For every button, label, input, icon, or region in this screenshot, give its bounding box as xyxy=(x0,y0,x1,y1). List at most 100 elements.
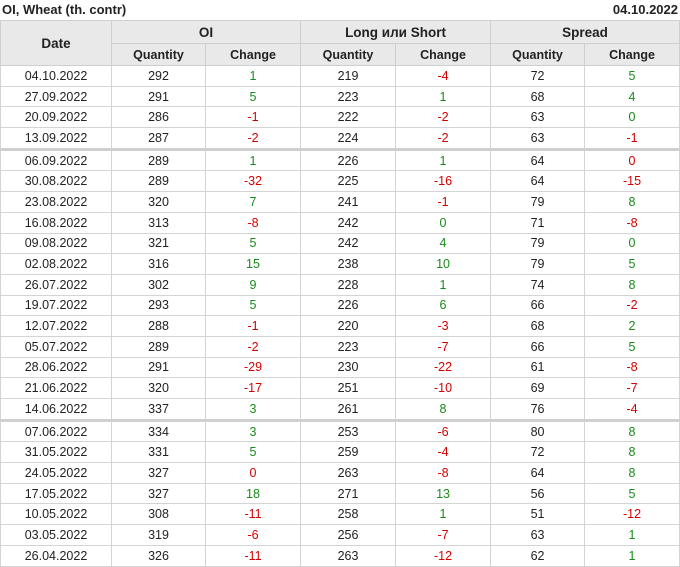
table-row: 31.05.2022 331 5 259 -4 72 8 xyxy=(0,441,680,464)
oi-quantity-cell: 327 xyxy=(111,482,206,505)
table-row: 17.05.2022 327 18 271 13 56 5 xyxy=(0,482,680,505)
oi-change-cell: -32 xyxy=(204,170,302,193)
ls-quantity-cell: 253 xyxy=(300,418,397,443)
oi-quantity-cell: 316 xyxy=(111,253,206,275)
table-row: 19.07.2022 293 5 226 6 66 -2 xyxy=(0,294,680,317)
header-ls-quantity: Quantity xyxy=(300,43,397,66)
date-cell: 24.05.2022 xyxy=(0,462,112,484)
date-cell: 30.08.2022 xyxy=(0,170,112,193)
table-row: 13.09.2022 287 -2 224 -2 63 -1 xyxy=(0,127,680,150)
table-row: 06.09.2022 289 1 226 1 64 0 xyxy=(0,147,680,172)
ls-quantity-cell: 228 xyxy=(300,273,397,296)
ls-quantity-cell: 226 xyxy=(300,147,397,172)
spread-change-cell: 8 xyxy=(584,462,680,484)
table-row: 24.05.2022 327 0 263 -8 64 8 xyxy=(0,462,680,484)
oi-change-cell: 5 xyxy=(204,85,302,108)
spread-quantity-cell: 64 xyxy=(490,170,586,193)
ls-quantity-cell: 256 xyxy=(300,524,397,546)
oi-change-cell: -8 xyxy=(204,211,302,234)
ls-quantity-cell: 238 xyxy=(300,253,397,275)
ls-quantity-cell: 225 xyxy=(300,170,397,193)
oi-quantity-cell: 286 xyxy=(111,106,206,129)
ls-change-cell: -8 xyxy=(395,462,492,484)
date-cell: 26.07.2022 xyxy=(0,273,112,296)
oi-change-cell: -11 xyxy=(204,544,302,567)
oi-change-cell: -17 xyxy=(204,377,302,399)
table-row: 23.08.2022 320 7 241 -1 79 8 xyxy=(0,191,680,213)
spread-quantity-cell: 79 xyxy=(490,191,586,213)
spread-quantity-cell: 74 xyxy=(490,273,586,296)
oi-change-cell: 5 xyxy=(204,441,302,464)
title-bar: OI, Wheat (th. contr) 04.10.2022 xyxy=(0,0,680,20)
oi-quantity-cell: 289 xyxy=(111,147,206,172)
spread-change-cell: -8 xyxy=(584,356,680,379)
date-cell: 03.05.2022 xyxy=(0,524,112,546)
spread-change-cell: 5 xyxy=(584,335,680,358)
oi-change-cell: 18 xyxy=(204,482,302,505)
oi-quantity-cell: 320 xyxy=(111,191,206,213)
oi-quantity-cell: 321 xyxy=(111,232,206,255)
table-row: 02.08.2022 316 15 238 10 79 5 xyxy=(0,253,680,275)
ls-change-cell: 0 xyxy=(395,211,492,234)
spread-quantity-cell: 61 xyxy=(490,356,586,379)
oi-quantity-cell: 289 xyxy=(111,170,206,193)
ls-quantity-cell: 258 xyxy=(300,503,397,526)
ls-quantity-cell: 271 xyxy=(300,482,397,505)
table-row: 12.07.2022 288 -1 220 -3 68 2 xyxy=(0,315,680,337)
ls-quantity-cell: 263 xyxy=(300,462,397,484)
spread-quantity-cell: 69 xyxy=(490,377,586,399)
date-cell: 12.07.2022 xyxy=(0,315,112,337)
spread-quantity-cell: 72 xyxy=(490,441,586,464)
oi-change-cell: 15 xyxy=(204,253,302,275)
ls-change-cell: 6 xyxy=(395,294,492,317)
ls-change-cell: 10 xyxy=(395,253,492,275)
header-long-short: Long или Short xyxy=(300,20,492,44)
spread-change-cell: 1 xyxy=(584,524,680,546)
oi-quantity-cell: 319 xyxy=(111,524,206,546)
date-cell: 27.09.2022 xyxy=(0,85,112,108)
ls-change-cell: -2 xyxy=(395,127,492,150)
header-spread-quantity: Quantity xyxy=(490,43,586,66)
date-cell: 21.06.2022 xyxy=(0,377,112,399)
ls-change-cell: 1 xyxy=(395,273,492,296)
spread-quantity-cell: 72 xyxy=(490,65,586,87)
date-cell: 28.06.2022 xyxy=(0,356,112,379)
ls-change-cell: -4 xyxy=(395,441,492,464)
spread-change-cell: 0 xyxy=(584,106,680,129)
table-row: 16.08.2022 313 -8 242 0 71 -8 xyxy=(0,211,680,234)
header-spread-change: Change xyxy=(584,43,680,66)
spread-change-cell: 8 xyxy=(584,273,680,296)
ls-change-cell: -6 xyxy=(395,418,492,443)
ls-change-cell: 1 xyxy=(395,503,492,526)
oi-change-cell: 5 xyxy=(204,294,302,317)
header-oi: OI xyxy=(110,20,302,44)
spread-change-cell: 5 xyxy=(584,253,680,275)
oi-change-cell: 5 xyxy=(204,232,302,255)
ls-quantity-cell: 223 xyxy=(300,335,397,358)
oi-change-cell: 7 xyxy=(204,191,302,213)
date-cell: 17.05.2022 xyxy=(0,482,112,505)
date-cell: 14.06.2022 xyxy=(0,398,112,421)
spread-change-cell: 1 xyxy=(584,544,680,567)
table-row: 14.06.2022 337 3 261 8 76 -4 xyxy=(0,398,680,421)
table-row: 30.08.2022 289 -32 225 -16 64 -15 xyxy=(0,170,680,193)
header-date: Date xyxy=(0,20,112,66)
spread-change-cell: -1 xyxy=(584,127,680,150)
oi-quantity-cell: 308 xyxy=(111,503,206,526)
date-cell: 31.05.2022 xyxy=(0,441,112,464)
table-row: 04.10.2022 292 1 219 -4 72 5 xyxy=(0,65,680,87)
ls-change-cell: 4 xyxy=(395,232,492,255)
date-cell: 07.06.2022 xyxy=(0,418,112,443)
spread-change-cell: -2 xyxy=(584,294,680,317)
report-date: 04.10.2022 xyxy=(612,2,678,17)
ls-change-cell: -7 xyxy=(395,335,492,358)
header-spread: Spread xyxy=(490,20,680,44)
table-row: 26.07.2022 302 9 228 1 74 8 xyxy=(0,273,680,296)
spread-quantity-cell: 62 xyxy=(490,544,586,567)
spread-quantity-cell: 63 xyxy=(490,127,586,150)
ls-change-cell: 8 xyxy=(395,398,492,421)
oi-quantity-cell: 291 xyxy=(111,356,206,379)
ls-change-cell: -2 xyxy=(395,106,492,129)
table-row: 05.07.2022 289 -2 223 -7 66 5 xyxy=(0,335,680,358)
ls-change-cell: -22 xyxy=(395,356,492,379)
